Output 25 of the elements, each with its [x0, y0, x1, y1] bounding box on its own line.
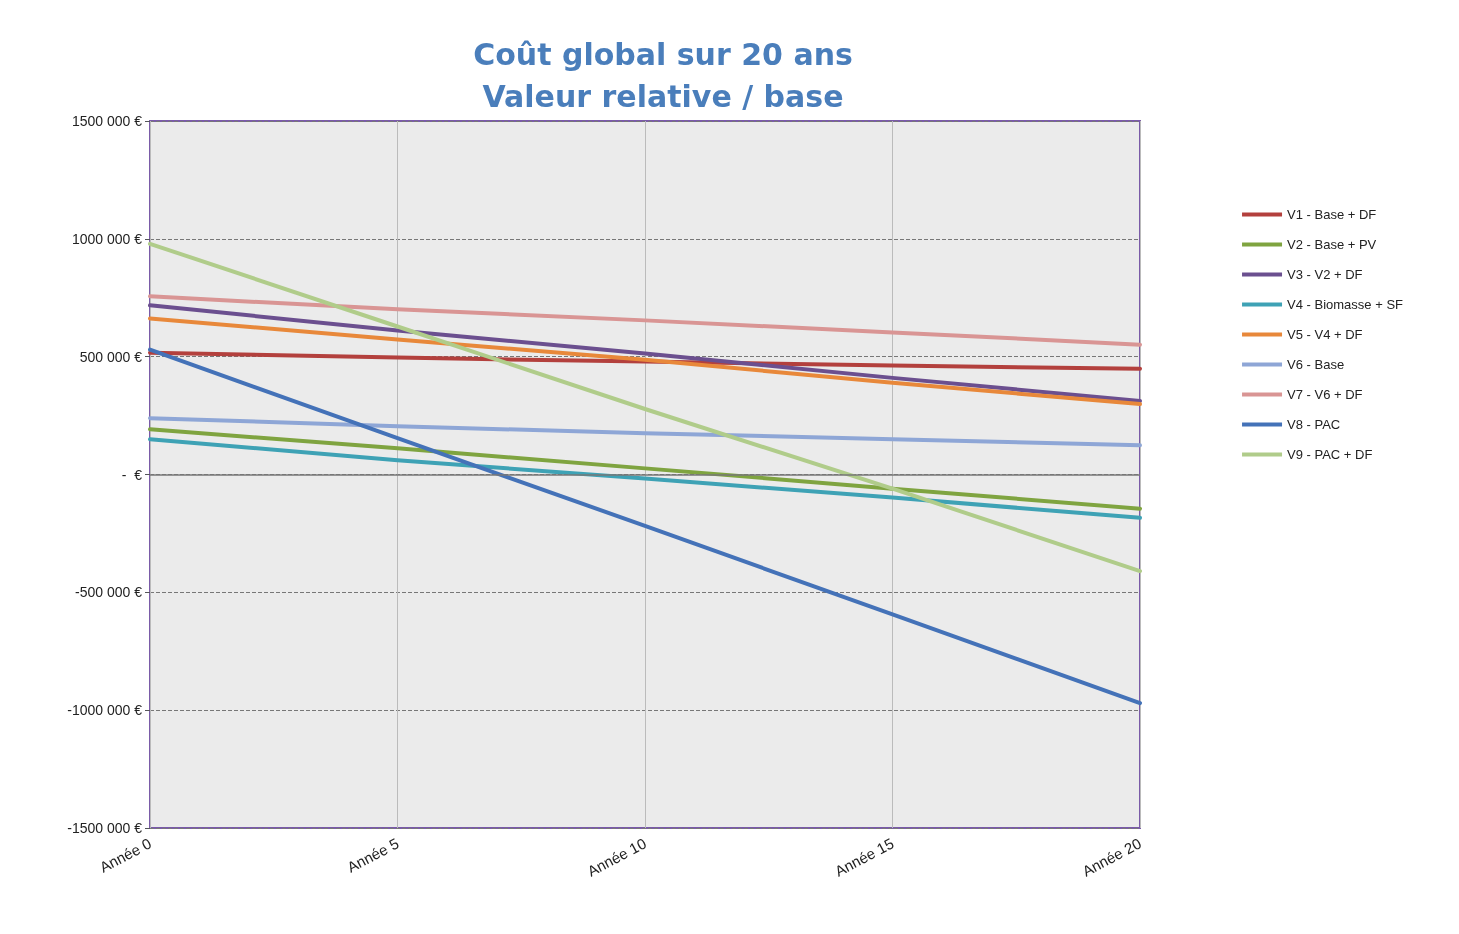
y-tick-label: -500 000 € [75, 584, 143, 601]
legend-label: V1 - Base + DF [1287, 207, 1377, 222]
legend-label: V3 - V2 + DF [1287, 267, 1363, 282]
line-series [148, 294, 1142, 347]
legend-label: V7 - V6 + DF [1287, 387, 1363, 402]
legend-label: V2 - Base + PV [1287, 237, 1377, 252]
legend-label: V8 - PAC [1287, 417, 1341, 432]
line-series [148, 427, 1142, 511]
line-series [148, 347, 1142, 706]
y-tick-label: -1500 000 € [67, 820, 143, 836]
legend-label: V4 - Biomasse + SF [1287, 297, 1404, 312]
line-series [148, 437, 1142, 520]
line-series [148, 303, 1142, 403]
y-tick-label: -1000 000 € [67, 702, 143, 719]
line-series [148, 316, 1142, 407]
y-tick-label: 1000 000 € [71, 230, 143, 247]
legend-label: V9 - PAC + DF [1287, 447, 1373, 462]
line-series [148, 241, 1142, 574]
y-tick-label: - € [121, 466, 143, 483]
chart-title: Coût global sur 20 ans Valeur relative / base [473, 36, 853, 114]
line-series [148, 416, 1142, 448]
legend-label: V6 - Base [1287, 357, 1345, 372]
y-tick-label: 500 000 € [79, 348, 143, 365]
legend-label: V5 - V4 + DF [1287, 327, 1363, 342]
y-tick-label: 1500 000 € [71, 113, 143, 129]
